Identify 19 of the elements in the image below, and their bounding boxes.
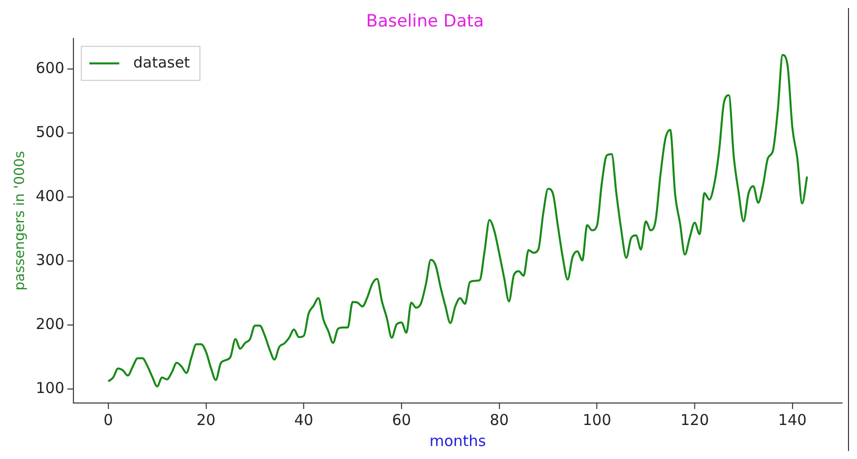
x-tick-label: 80 [490,410,509,429]
x-axis-title: months [429,432,486,450]
line-series [107,54,808,388]
legend-label: dataset [133,53,190,72]
x-tick-label: 140 [778,410,807,429]
x-tick-label: 40 [294,410,314,429]
y-tick-label: 300 [36,250,64,269]
y-tick-label: 200 [36,314,64,333]
x-tick-label: 60 [392,410,412,429]
x-tick-label: 0 [104,410,114,429]
x-tick-label: 120 [680,410,709,429]
y-tick-label: 400 [36,186,64,205]
y-tick-label: 500 [36,122,64,141]
y-axis-title: passengers in '000s [12,150,28,290]
y-tick-label: 600 [36,58,64,77]
x-tick-label: 100 [582,410,612,429]
y-tick-label: 100 [36,378,64,397]
x-tick-label: 20 [196,410,216,429]
chart-title: Baseline Data [366,12,484,32]
